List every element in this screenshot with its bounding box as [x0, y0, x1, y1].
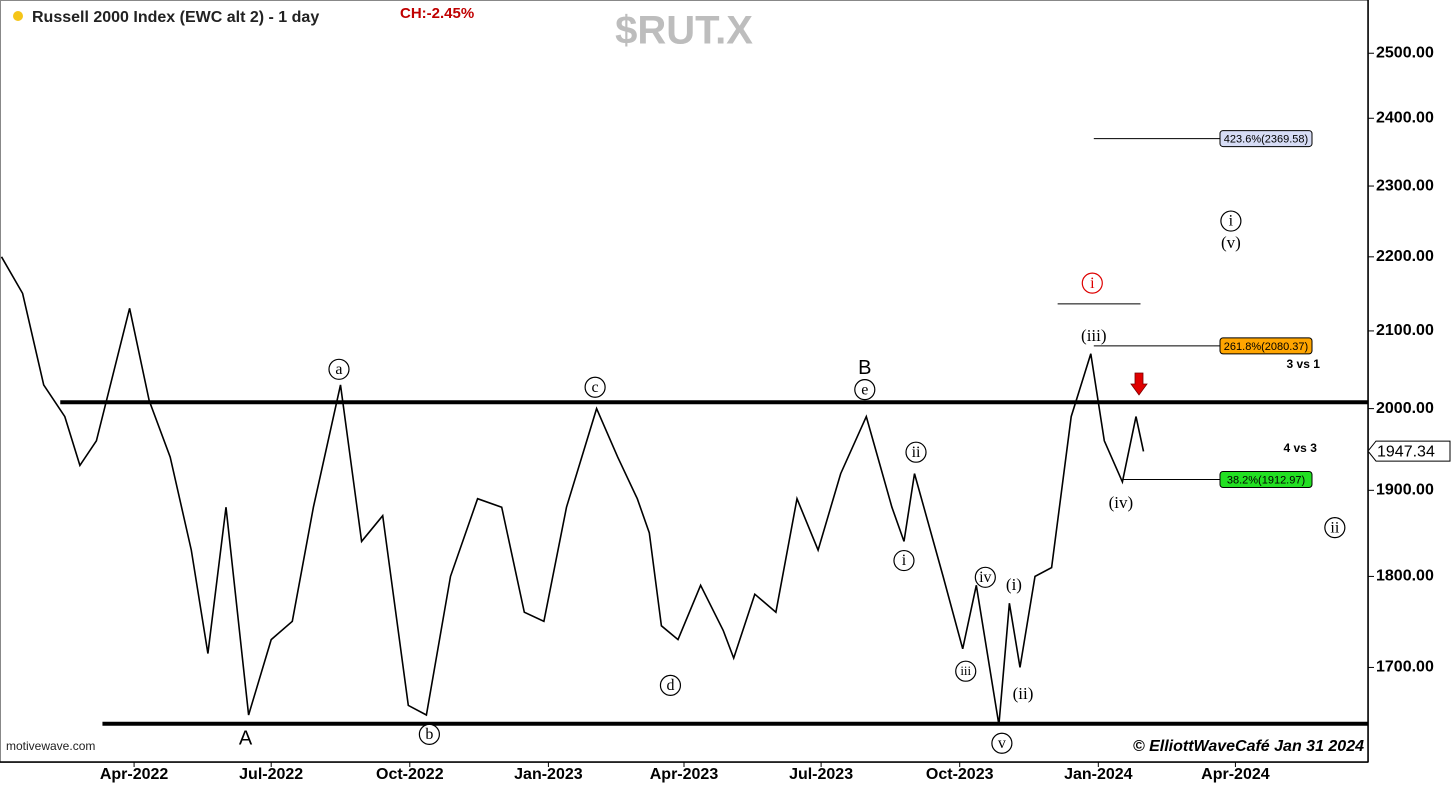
- symbol: $RUT.X: [615, 9, 753, 53]
- wave-label: ii: [1330, 519, 1339, 536]
- wave-circle: [1324, 517, 1346, 539]
- wave-circle: [418, 723, 440, 746]
- wave-label: i: [902, 552, 907, 569]
- change: CH:-2.45%: [400, 5, 474, 22]
- wave-label: (v): [1221, 233, 1241, 252]
- x-tick-label: Jul-2022: [239, 766, 303, 783]
- y-tick-label: 2000.00: [1376, 400, 1434, 417]
- wave-label: ii: [912, 444, 921, 461]
- red-arrow: [1130, 372, 1148, 396]
- wave-label: (i): [1006, 575, 1022, 594]
- wave-label: iii: [960, 663, 971, 678]
- plot-frame: [0, 0, 1369, 763]
- fib-label: 38.2%(1912.97): [1227, 474, 1305, 486]
- y-tick-label: 2100.00: [1376, 322, 1434, 339]
- note: 3 vs 1: [1287, 357, 1321, 371]
- wave-label: i: [1229, 213, 1234, 230]
- y-tick-label: 2500.00: [1376, 44, 1434, 61]
- wave-circle: [584, 376, 606, 398]
- y-tick-label: 1900.00: [1376, 482, 1434, 499]
- last-price-tag: [1367, 440, 1451, 462]
- x-tick-label: Oct-2023: [926, 766, 994, 783]
- wave-label: (iii): [1081, 326, 1107, 345]
- wave-label: v: [998, 735, 1006, 752]
- last-price: 1947.34: [1377, 443, 1435, 460]
- x-tick-label: Jan-2023: [514, 766, 583, 783]
- wave-circle: [991, 732, 1013, 754]
- wave-circle: [955, 660, 977, 682]
- wave-circle: [1081, 272, 1103, 294]
- wave-label: B: [858, 357, 871, 379]
- y-tick-label: 1700.00: [1376, 659, 1434, 676]
- fib-label: 423.6%(2369.58): [1224, 133, 1308, 145]
- chart-title: Russell 2000 Index (EWC alt 2) - 1 day: [32, 9, 319, 26]
- x-tick-label: Jan-2024: [1064, 766, 1133, 783]
- wave-label: e: [861, 381, 868, 398]
- fib-box: [1219, 337, 1313, 355]
- note: 4 vs 3: [1284, 441, 1318, 455]
- y-tick-label: 1800.00: [1376, 568, 1434, 585]
- fib-box: [1219, 470, 1313, 488]
- wave-label: b: [425, 726, 433, 743]
- wave-label: i: [1090, 275, 1095, 292]
- wave-circle: [659, 674, 682, 696]
- wave-label: (iv): [1109, 493, 1134, 512]
- source: motivewave.com: [6, 739, 95, 753]
- copyright: © ElliottWaveCafé Jan 31 2024: [1133, 738, 1364, 755]
- fib-box: [1219, 130, 1313, 148]
- wave-circle: [854, 379, 876, 401]
- wave-circle: [328, 358, 350, 380]
- wave-label: c: [592, 379, 599, 396]
- wave-circle: [1220, 210, 1242, 232]
- x-tick-label: Apr-2024: [1201, 766, 1270, 783]
- fib-label: 261.8%(2080.37): [1224, 341, 1308, 353]
- wave-circle: [893, 549, 915, 572]
- wave-circle: [905, 441, 927, 463]
- y-tick-label: 2400.00: [1376, 109, 1434, 126]
- wave-circle: [974, 566, 996, 588]
- wave-label: iv: [979, 569, 991, 586]
- x-tick-label: Apr-2022: [100, 766, 169, 783]
- wave-label: a: [335, 361, 342, 378]
- x-tick-label: Jul-2023: [789, 766, 853, 783]
- x-tick-label: Apr-2023: [650, 766, 719, 783]
- y-tick-label: 2300.00: [1376, 177, 1434, 194]
- price-line: [0, 256, 1145, 725]
- status-dot: [13, 11, 23, 21]
- y-tick-label: 2200.00: [1376, 248, 1434, 265]
- wave-label: (ii): [1013, 684, 1034, 703]
- wave-label: d: [666, 677, 674, 694]
- wave-label: A: [239, 728, 253, 750]
- x-tick-label: Oct-2022: [376, 766, 444, 783]
